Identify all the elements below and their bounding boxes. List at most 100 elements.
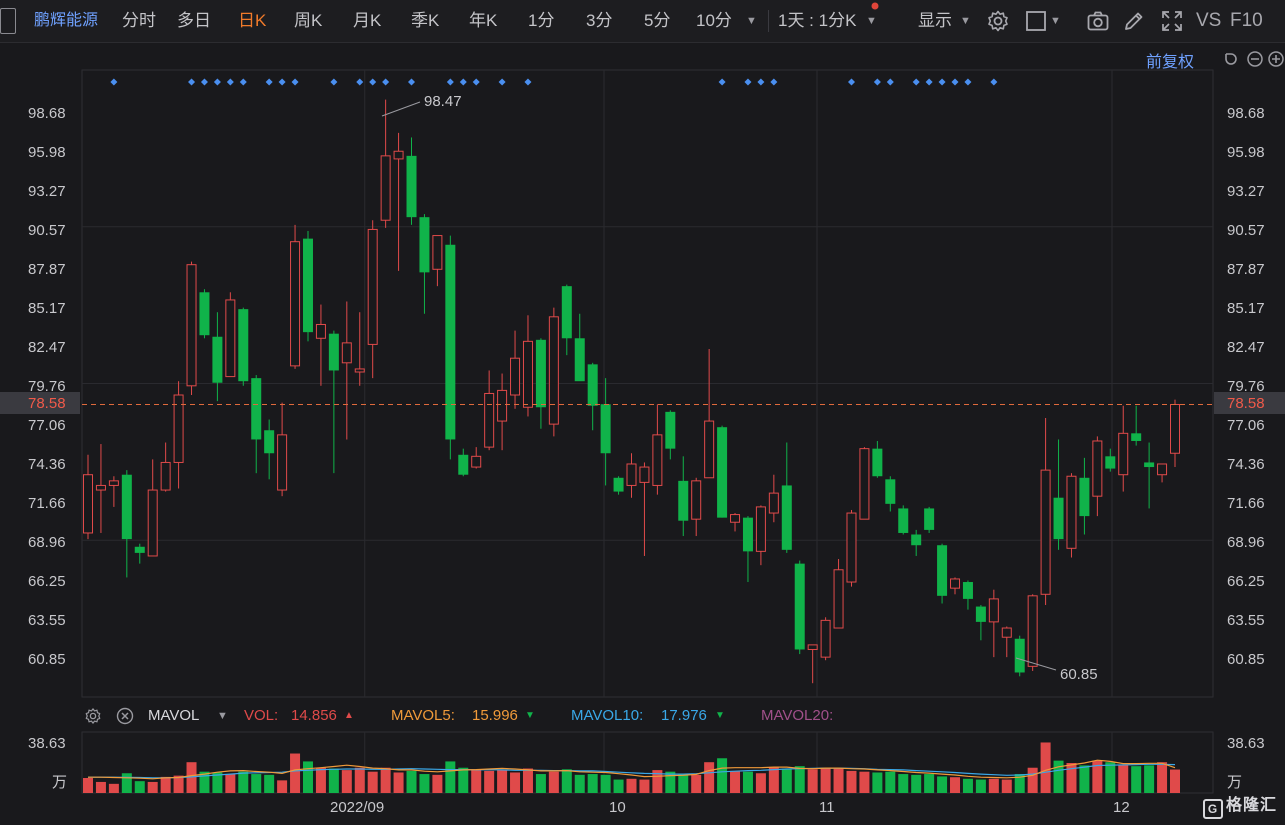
candle	[730, 513, 741, 532]
candle	[1092, 436, 1103, 517]
candle	[859, 447, 870, 520]
undo-icon[interactable]	[1222, 50, 1240, 68]
mavol10-arrow-icon: ▼	[715, 710, 725, 721]
volume-bar	[988, 778, 999, 793]
candle	[691, 477, 702, 537]
candle	[108, 476, 119, 507]
signal-diamond	[278, 78, 286, 86]
signal-markers	[110, 78, 998, 86]
tab-3min[interactable]: 3分	[586, 11, 613, 30]
low-price-label: 60.85	[1060, 666, 1098, 683]
signal-diamond	[291, 78, 299, 86]
indicator-chevron-icon[interactable]: ▼	[217, 710, 228, 722]
volume-bar	[1170, 769, 1180, 793]
tab-5min[interactable]: 5分	[644, 11, 671, 30]
period-select[interactable]: 1天 : 1分K	[778, 11, 857, 30]
checkbox-chevron-icon[interactable]: ▼	[1050, 15, 1061, 27]
display-menu[interactable]: 显示	[918, 11, 952, 30]
camera-icon[interactable]	[1086, 9, 1110, 33]
fuquan-select[interactable]: 前复权	[1146, 54, 1195, 71]
pencil-icon[interactable]	[1122, 9, 1146, 33]
volume-bar	[251, 774, 262, 793]
signal-diamond	[886, 78, 894, 86]
signal-diamond	[226, 78, 234, 86]
signal-diamond	[757, 78, 765, 86]
display-chevron-icon[interactable]: ▼	[960, 15, 971, 27]
x-axis-label: 10	[609, 799, 626, 816]
price-tick: 71.66	[28, 495, 66, 512]
tab-10min[interactable]: 10分	[696, 11, 732, 30]
f10-button[interactable]: F10	[1230, 10, 1263, 31]
signal-diamond	[472, 78, 480, 86]
mavol5-line	[88, 759, 1176, 780]
zoom-out-icon[interactable]	[1246, 50, 1264, 68]
tab-month-k[interactable]: 月K	[353, 11, 382, 30]
price-tick: 79.76	[1227, 378, 1265, 395]
volume-bar	[290, 753, 301, 793]
signal-diamond	[847, 78, 855, 86]
candle	[898, 505, 909, 535]
tab-fenshi[interactable]: 分时	[122, 11, 156, 30]
tab-week-k[interactable]: 周K	[294, 11, 323, 30]
volume-bar	[639, 779, 650, 793]
period-chevron-icon[interactable]: ▼	[866, 15, 877, 27]
candle	[652, 404, 663, 495]
indicator-settings-icon[interactable]	[84, 707, 102, 725]
price-axis-right: 98.68 95.98 93.27 90.57 87.87 85.17 82.4…	[1227, 105, 1265, 668]
candle	[458, 448, 469, 477]
volume-bar	[652, 770, 663, 793]
close-icon[interactable]	[116, 707, 134, 725]
candle	[380, 99, 391, 228]
candle	[328, 330, 339, 474]
volume-bar	[121, 773, 132, 793]
price-tick: 66.25	[1227, 573, 1265, 590]
current-price-left: 78.58	[28, 395, 66, 412]
vol-value: 14.856	[291, 707, 337, 724]
tab-1min[interactable]: 1分	[528, 11, 555, 30]
tab-day-k[interactable]: 日K	[238, 11, 267, 30]
candle	[1131, 405, 1142, 446]
candles	[83, 99, 1180, 684]
candle	[911, 529, 922, 556]
tab-duori[interactable]: 多日	[177, 11, 211, 30]
zoom-in-icon[interactable]	[1267, 50, 1285, 68]
tab-year-k[interactable]: 年K	[469, 11, 498, 30]
signal-diamond	[718, 78, 726, 86]
volume-bar	[548, 771, 559, 793]
mavol5-value: 15.996	[472, 707, 518, 724]
volume-bar	[186, 762, 197, 793]
stock-name[interactable]: 鹏辉能源	[34, 12, 99, 29]
volume-bar	[108, 783, 119, 793]
indicator-name[interactable]: MAVOL	[148, 707, 200, 724]
volume-bar	[522, 768, 533, 793]
candle	[975, 605, 986, 641]
volume-bar	[807, 769, 818, 793]
volume-bar	[833, 768, 844, 793]
price-tick: 95.98	[1227, 144, 1265, 161]
high-leader-line	[381, 101, 421, 117]
signal-diamond	[200, 78, 208, 86]
candle	[846, 509, 857, 587]
volume-bar	[1079, 765, 1090, 793]
sidebar-toggle-icon[interactable]	[0, 8, 16, 34]
signal-diamond	[239, 78, 247, 86]
volume-bar	[484, 770, 495, 793]
candle	[937, 543, 948, 604]
candle	[277, 402, 288, 497]
tab-quarter-k[interactable]: 季K	[411, 11, 440, 30]
chevron-down-icon[interactable]: ▼	[746, 15, 757, 27]
checkbox-icon[interactable]	[1024, 9, 1048, 33]
price-tick: 66.25	[28, 573, 66, 590]
volume-bar	[497, 770, 508, 793]
volume-bar	[898, 774, 909, 793]
fullscreen-icon[interactable]	[1160, 9, 1184, 33]
volume-bar	[1027, 767, 1038, 793]
volume-bar	[393, 772, 404, 793]
signal-diamond	[188, 78, 196, 86]
candle	[755, 505, 766, 566]
price-tick: 82.47	[28, 339, 66, 356]
candle	[820, 617, 831, 661]
gear-icon[interactable]	[986, 9, 1010, 33]
vs-button[interactable]: VS	[1196, 10, 1222, 31]
